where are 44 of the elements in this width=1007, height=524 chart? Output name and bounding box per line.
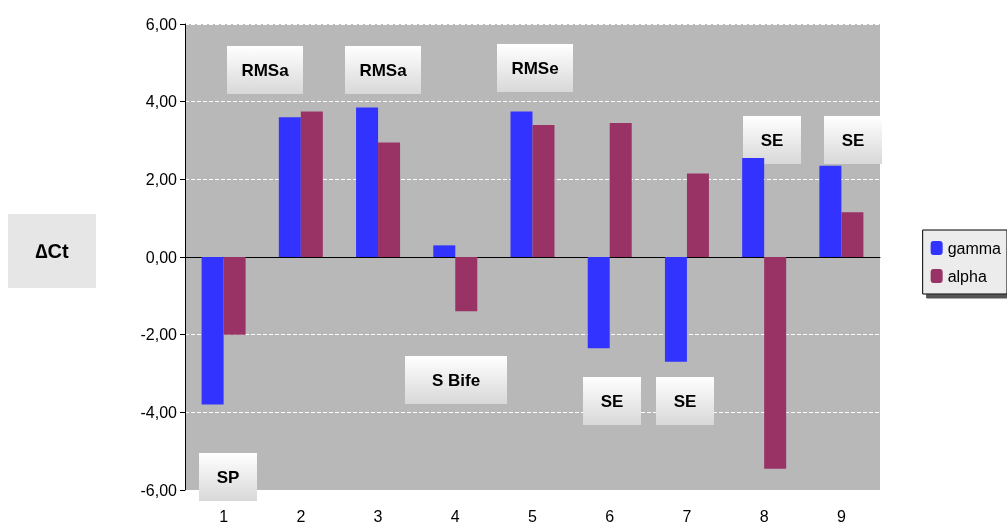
annotation: RMSe — [511, 58, 559, 78]
annotation: SE — [600, 391, 624, 411]
bar — [532, 124, 555, 257]
x-tick-label: 9 — [836, 507, 846, 524]
y-tick-label: 0,00 — [145, 248, 178, 266]
y-tick-label: 6,00 — [145, 15, 178, 33]
bar — [664, 257, 687, 362]
annotation: RMSa — [359, 60, 408, 80]
x-tick-label: 3 — [373, 507, 383, 524]
bar — [764, 257, 787, 469]
bar — [300, 111, 323, 257]
x-tick-label: 7 — [682, 507, 692, 524]
annotation: SP — [216, 467, 240, 487]
annotation: SE — [760, 130, 784, 150]
y-tick-label: -4,00 — [140, 403, 178, 421]
bar — [686, 173, 709, 257]
bar — [841, 212, 864, 257]
bar — [587, 257, 610, 349]
y-tick-label: -6,00 — [140, 481, 178, 499]
bar — [201, 257, 224, 405]
annotation: S Bife — [431, 370, 481, 390]
legend-label: gamma — [947, 239, 1002, 257]
bar — [278, 117, 301, 257]
legend-label: alpha — [947, 267, 987, 285]
x-tick-label: 8 — [759, 507, 769, 524]
bar — [609, 123, 632, 257]
bar — [378, 142, 401, 257]
x-tick-label: 4 — [450, 507, 460, 524]
x-tick-label: 1 — [219, 507, 229, 524]
x-tick-label: 5 — [528, 507, 538, 524]
annotation: SE — [841, 130, 865, 150]
x-tick-label: 6 — [605, 507, 615, 524]
annotation: RMSa — [241, 60, 290, 80]
y-tick-label: 2,00 — [145, 170, 178, 188]
y-axis-title: ∆Ct — [35, 240, 70, 262]
bar — [433, 245, 456, 257]
y-tick-label: -2,00 — [140, 326, 178, 344]
bar — [356, 107, 379, 257]
bar — [223, 257, 246, 335]
y-tick-label: 4,00 — [145, 93, 178, 111]
annotation: SE — [673, 391, 697, 411]
bar — [455, 257, 478, 312]
bar — [510, 111, 533, 257]
x-tick-label: 2 — [296, 507, 306, 524]
